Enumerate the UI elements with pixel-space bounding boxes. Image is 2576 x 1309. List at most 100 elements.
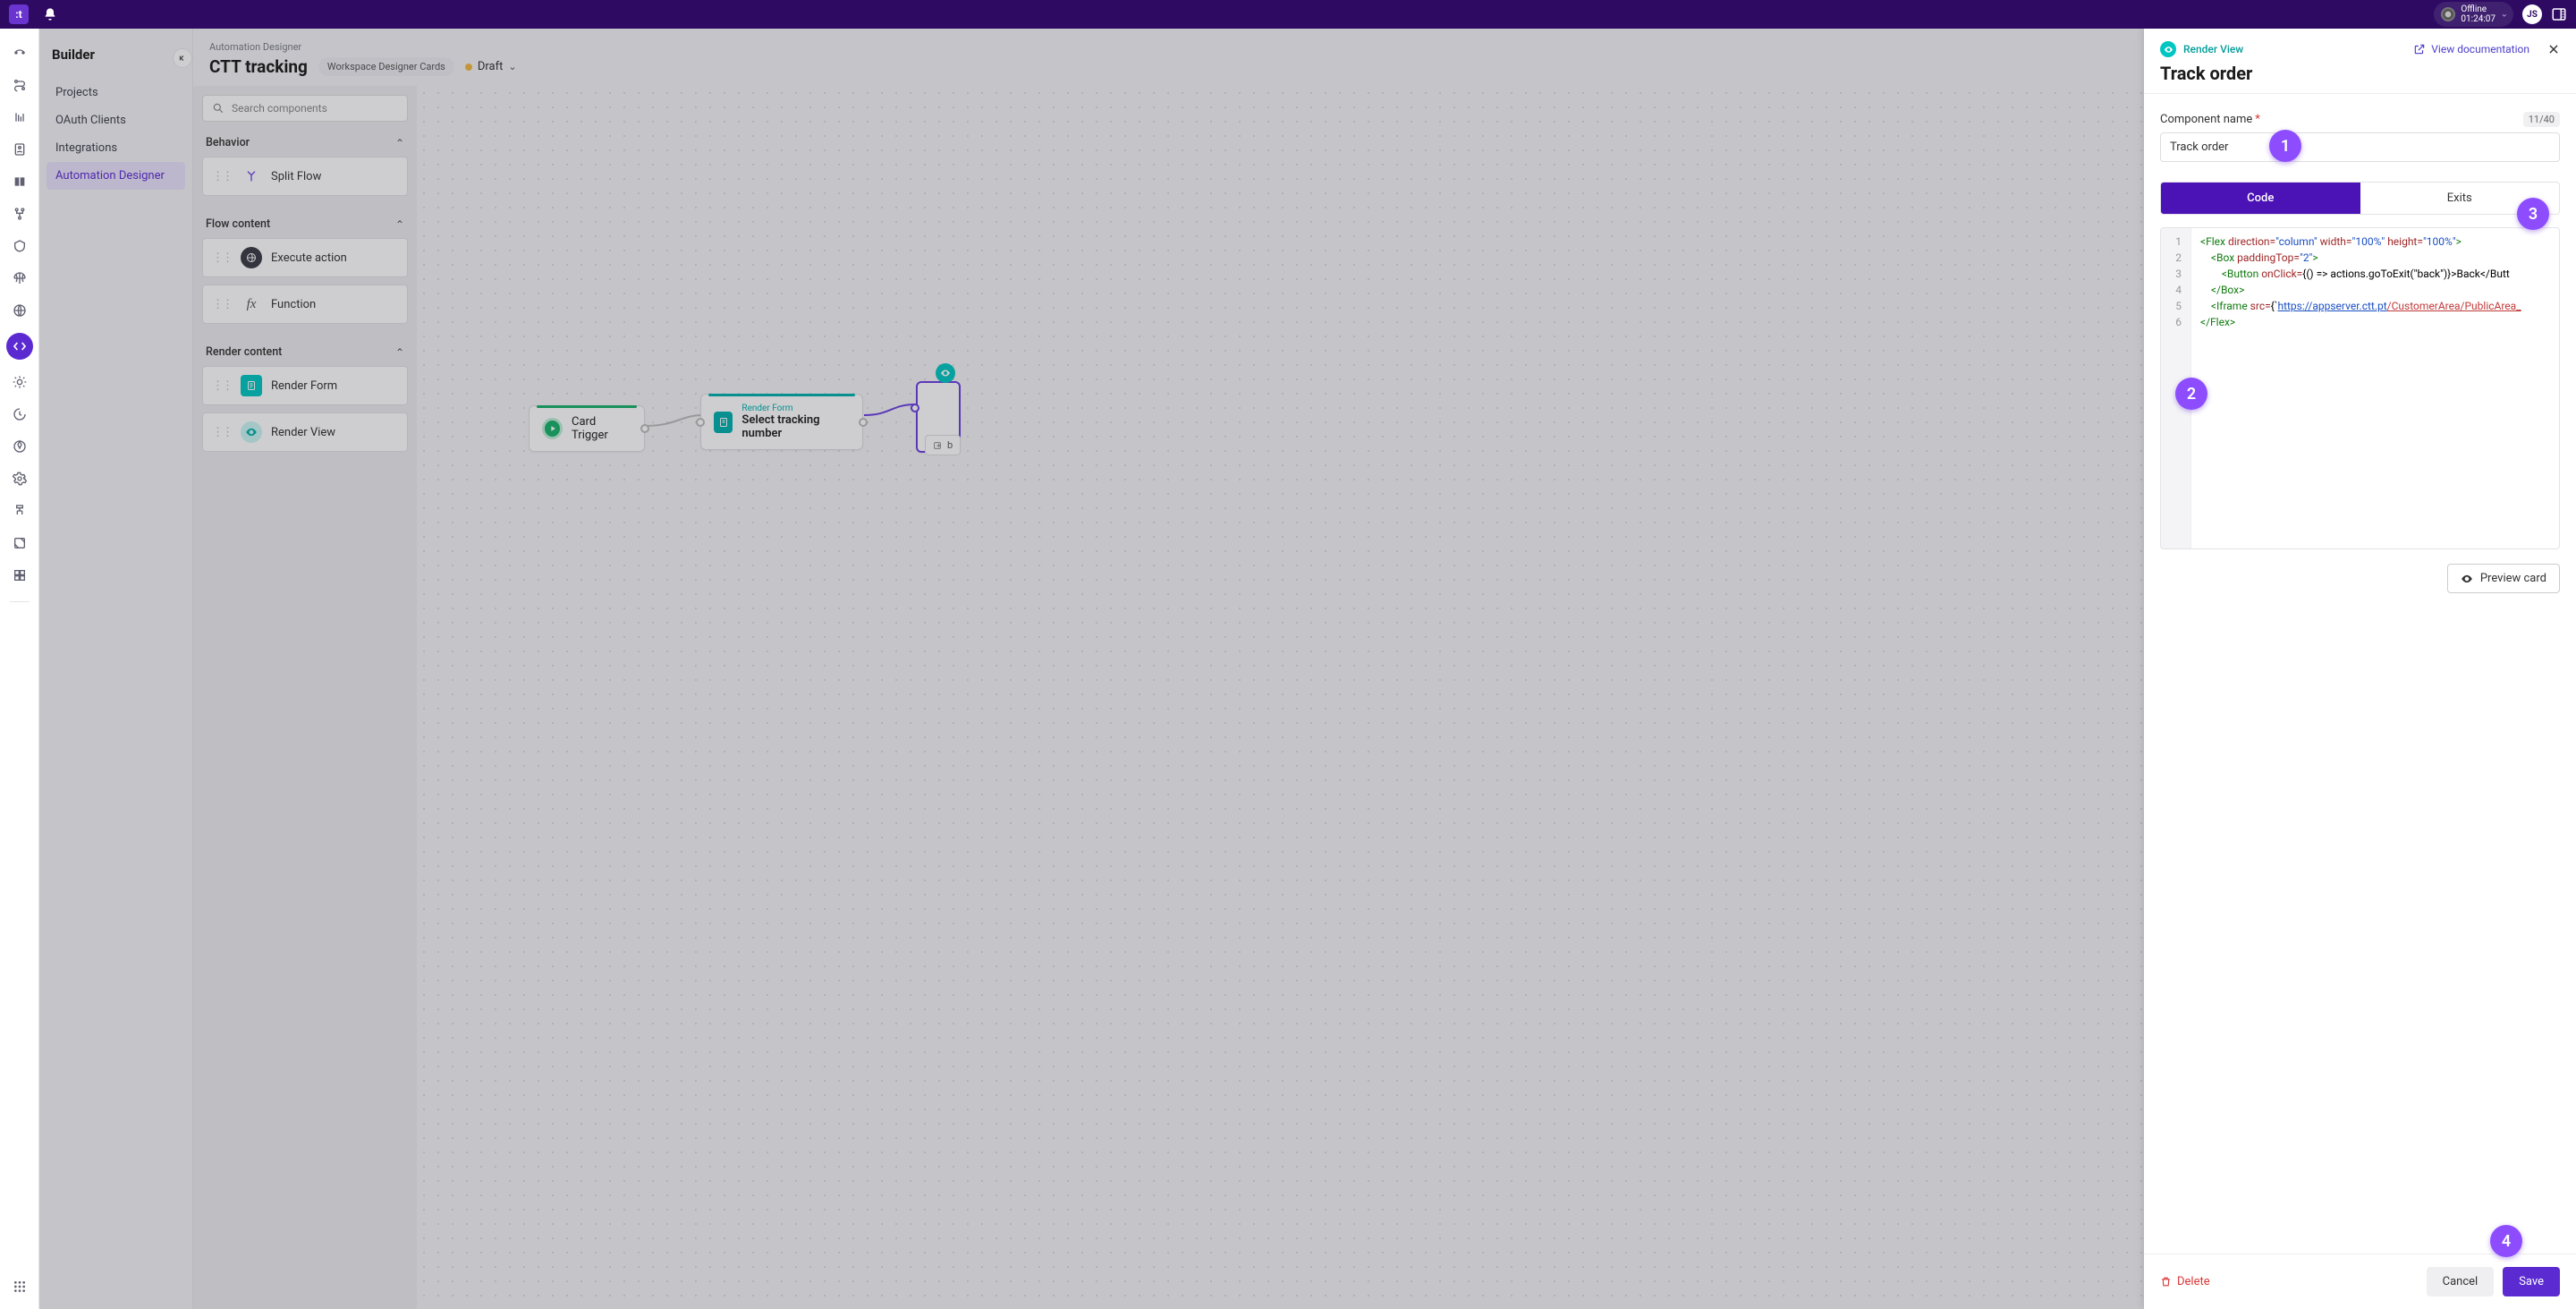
rail-icon-4[interactable]	[10, 140, 30, 159]
rail-apps-icon[interactable]	[10, 1277, 30, 1296]
drag-grip-icon: ⋮⋮	[212, 251, 232, 265]
notifications-icon[interactable]	[43, 7, 57, 21]
rail-icon-7[interactable]	[10, 236, 30, 256]
component-label: Execute action	[271, 251, 347, 265]
component-execute-action[interactable]: ⋮⋮ Execute action	[202, 238, 408, 277]
panel-title: Track order	[2160, 63, 2560, 84]
callout-1: 1	[2269, 130, 2301, 162]
drag-grip-icon: ⋮⋮	[212, 379, 232, 393]
split-flow-icon	[241, 166, 262, 187]
presence-label: Offline	[2461, 4, 2496, 14]
delete-label: Delete	[2177, 1275, 2210, 1288]
node-title: Select tracking number	[741, 413, 850, 440]
node-label: Card Trigger	[572, 415, 631, 442]
rail-icon-8[interactable]	[10, 268, 30, 288]
properties-panel: Render View View documentation Track ord…	[2144, 29, 2576, 1309]
eye-icon	[936, 363, 955, 383]
component-render-form[interactable]: ⋮⋮ Render Form	[202, 366, 408, 405]
eye-icon	[2160, 41, 2176, 57]
component-type-label: Render View	[2183, 43, 2243, 55]
chevron-down-icon: ⌄	[2501, 10, 2508, 20]
user-avatar[interactable]: JS	[2522, 4, 2542, 24]
rail-icon-1[interactable]	[10, 43, 30, 63]
sidebar-item-oauth[interactable]: OAuth Clients	[47, 106, 185, 134]
close-panel-button[interactable]	[2547, 43, 2560, 55]
rail-icon-3[interactable]	[10, 107, 30, 127]
tab-code[interactable]: Code	[2161, 183, 2360, 214]
eye-icon	[2461, 573, 2473, 585]
node-card-trigger[interactable]: Card Trigger	[529, 405, 645, 452]
component-function[interactable]: ⋮⋮ fx Function	[202, 285, 408, 324]
exit-chip[interactable]: b	[925, 435, 961, 455]
rail-icon-5[interactable]	[10, 172, 30, 191]
component-label: Split Flow	[271, 170, 321, 183]
sidebar-item-automation[interactable]: Automation Designer	[47, 162, 185, 190]
app-logo[interactable]: :t	[9, 4, 29, 24]
section-flow-content[interactable]: Flow content ⌃	[202, 203, 408, 238]
status-label: Draft	[478, 60, 504, 73]
section-render-label: Render content	[206, 345, 282, 359]
output-port[interactable]	[640, 424, 649, 433]
rail-icon-6[interactable]	[10, 204, 30, 224]
section-render-content[interactable]: Render content ⌃	[202, 331, 408, 366]
execute-action-icon	[241, 247, 262, 268]
component-label: Render View	[271, 426, 335, 439]
function-icon: fx	[241, 293, 262, 315]
topbar: :t Offline 01:24:07 ⌄ JS	[0, 0, 2576, 29]
rail-icon-9[interactable]	[10, 301, 30, 320]
node-type-label: Render Form	[741, 404, 850, 413]
drag-grip-icon: ⋮⋮	[212, 426, 232, 439]
cancel-button[interactable]: Cancel	[2427, 1267, 2495, 1296]
collapse-sidebar-button[interactable]	[173, 48, 192, 68]
callout-3: 3	[2517, 198, 2549, 230]
search-components-input[interactable]: Search components	[202, 95, 408, 122]
component-label: Function	[271, 298, 316, 311]
sidebar-item-integrations[interactable]: Integrations	[47, 134, 185, 162]
input-port[interactable]	[911, 404, 919, 412]
char-count-badge: 11/40	[2523, 112, 2560, 127]
doc-link-label: View documentation	[2431, 43, 2529, 55]
rail-icon-automation[interactable]	[6, 333, 33, 360]
rail-icon-15[interactable]	[10, 533, 30, 553]
exit-icon	[933, 441, 942, 450]
panel-toggle-icon[interactable]	[2551, 6, 2567, 22]
component-split-flow[interactable]: ⋮⋮ Split Flow	[202, 157, 408, 196]
rail-icon-11[interactable]	[10, 404, 30, 424]
callout-2: 2	[2175, 378, 2207, 410]
delete-button[interactable]: Delete	[2160, 1275, 2210, 1288]
rail-icon-10[interactable]	[10, 372, 30, 392]
code-editor[interactable]: 1 2 3 4 5 6 <Flex direction="column" wid…	[2160, 227, 2560, 549]
code-exits-tabs: Code Exits	[2160, 182, 2560, 215]
preview-card-button[interactable]: Preview card	[2447, 564, 2560, 593]
component-name-input[interactable]	[2160, 132, 2560, 162]
rail-icon-12[interactable]	[10, 437, 30, 456]
node-select-tracking[interactable]: Render Form Select tracking number	[700, 394, 863, 450]
presence-status[interactable]: Offline 01:24:07 ⌄	[2434, 2, 2513, 27]
component-render-view[interactable]: ⋮⋮ Render View	[202, 412, 408, 452]
rail-icon-16[interactable]	[10, 565, 30, 585]
drag-grip-icon: ⋮⋮	[212, 298, 232, 311]
output-port[interactable]	[859, 418, 868, 427]
node-accent-bar	[537, 405, 637, 408]
chevron-up-icon: ⌃	[395, 137, 404, 149]
rail-icon-2[interactable]	[10, 75, 30, 95]
input-port[interactable]	[696, 418, 705, 427]
components-panel: Search components Behavior ⌃ ⋮⋮ Split Fl…	[193, 86, 417, 1309]
app-body: Builder Projects OAuth Clients Integrati…	[0, 29, 2576, 1309]
draft-status-selector[interactable]: Draft ⌄	[465, 60, 517, 73]
save-button[interactable]: Save	[2503, 1267, 2560, 1296]
callout-4: 4	[2490, 1225, 2522, 1257]
section-behavior[interactable]: Behavior ⌃	[202, 122, 408, 157]
sidebar-item-projects[interactable]: Projects	[47, 79, 185, 106]
chevron-up-icon: ⌃	[395, 346, 404, 359]
trash-icon	[2160, 1276, 2172, 1288]
rail-icon-14[interactable]	[10, 501, 30, 521]
view-documentation-link[interactable]: View documentation	[2413, 43, 2529, 55]
section-flow-label: Flow content	[206, 217, 270, 231]
preview-label: Preview card	[2480, 572, 2546, 585]
presence-dot-icon	[2441, 7, 2455, 21]
rail-icon-13[interactable]	[10, 469, 30, 489]
rail-divider	[10, 601, 30, 602]
nav-rail	[0, 29, 39, 1309]
code-content: <Flex direction="column" width="100%" he…	[2191, 228, 2530, 548]
